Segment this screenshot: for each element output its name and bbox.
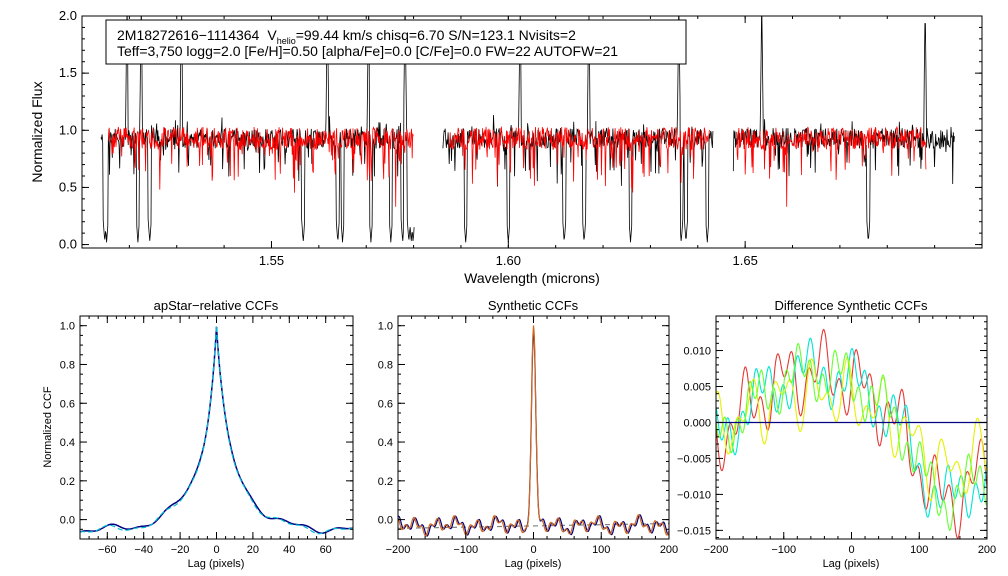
y-tick-label: 0.0 <box>378 515 393 527</box>
x-tick-label: −100 <box>771 544 796 556</box>
synthetic-ccf-line <box>397 325 670 537</box>
y-tick-label: 1.0 <box>378 321 393 333</box>
apstar-ccf-plot-area <box>79 325 354 535</box>
x-tick-label: 1.60 <box>496 253 521 268</box>
x-tick-label: −20 <box>171 544 190 556</box>
spectrum-plot-area <box>100 16 955 243</box>
y-tick-label: 1.0 <box>60 321 75 333</box>
diff-ccf-xlabel: Lag (pixels) <box>823 558 880 570</box>
y-tick-label: 0.005 <box>683 381 711 393</box>
y-tick-label: 0.8 <box>378 359 393 371</box>
diff-ccf-title: Difference Synthetic CCFs <box>775 298 928 313</box>
x-tick-label: 0 <box>213 544 219 556</box>
apstar-ccf-panel: −60 −40 −20 0 20 40 60 0.0 0.2 0.4 0.6 0.8 1.0 apSta… <box>42 298 354 570</box>
y-tick-label: 0.0 <box>59 237 77 252</box>
spectrum-model-line <box>448 125 710 193</box>
y-tick-label: 0.2 <box>60 476 75 488</box>
diff-ccf-panel: −200 −100 0 100 200 −0.015 −0.010 −0.005 0.000 0.… <box>677 298 996 570</box>
synthetic-ccf-axes: −200 −100 0 100 200 0.0 0.2 0.4 0.6 0.8 1.0 <box>378 315 678 556</box>
y-tick-label: 0.6 <box>60 398 75 410</box>
x-tick-label: −200 <box>386 544 411 556</box>
apstar-ccf-title: apStar−relative CCFs <box>154 298 279 313</box>
spectrum-observed-line <box>442 16 714 243</box>
x-tick-label: 0 <box>848 544 854 556</box>
y-tick-label: 0.010 <box>683 346 711 358</box>
apstar-ccf-ylabel: Normalized CCF <box>42 386 54 468</box>
y-tick-label: −0.005 <box>677 453 711 465</box>
x-tick-label: −100 <box>453 544 478 556</box>
x-tick-label: 200 <box>660 544 678 556</box>
y-tick-label: 2.0 <box>59 8 77 23</box>
y-tick-label: 0.5 <box>59 179 77 194</box>
spectrum-panel: 1.55 1.60 1.65 0.0 0.5 1.0 1.5 2.0 Wavelength (… <box>29 8 983 286</box>
spectrum-info-box <box>105 19 687 65</box>
apstar-ccf-line <box>79 325 354 535</box>
y-tick-label: 1.5 <box>59 65 77 80</box>
spectrum-ylabel: Normalized Flux <box>29 81 45 182</box>
vhelio-label: V <box>267 27 277 43</box>
x-tick-label: 40 <box>283 544 295 556</box>
synthetic-ccf-panel: −200 −100 0 100 200 0.0 0.2 0.4 0.6 0.8 1.0 Synthe… <box>378 298 678 570</box>
synthetic-ccf-title: Synthetic CCFs <box>488 298 579 313</box>
star-stats: =99.44 km/s chisq=6.70 S/N=123.1 Nvisits… <box>296 27 576 43</box>
synthetic-ccf-xlabel: Lag (pixels) <box>505 558 562 570</box>
y-tick-label: −0.015 <box>677 525 711 537</box>
spectrum-model-line <box>107 126 414 207</box>
y-tick-label: 1.0 <box>59 122 77 137</box>
spectrum-xlabel: Wavelength (microns) <box>464 270 600 286</box>
y-tick-label: 0.000 <box>683 417 711 429</box>
diff-ccf-line <box>716 356 987 502</box>
x-tick-label: 0 <box>530 544 536 556</box>
x-tick-label: 100 <box>592 544 610 556</box>
y-tick-label: −0.010 <box>677 489 711 501</box>
y-tick-label: 0.0 <box>60 515 75 527</box>
y-tick-label: 0.4 <box>378 437 393 449</box>
x-tick-label: 20 <box>247 544 259 556</box>
y-tick-label: 0.2 <box>378 476 393 488</box>
diff-ccf-line <box>716 342 987 532</box>
x-tick-label: −60 <box>98 544 117 556</box>
spectrum-model-line <box>736 125 927 207</box>
apstar-ccf-xlabel: Lag (pixels) <box>188 558 245 570</box>
diff-ccf-plot-area <box>716 328 987 539</box>
vhelio-subscript: helio <box>277 36 296 46</box>
y-tick-label: 0.8 <box>60 359 75 371</box>
diff-ccf-axes: −200 −100 0 100 200 −0.015 −0.010 −0.005 0.000 0.… <box>677 316 996 556</box>
apstar-ccf-axes: −60 −40 −20 0 20 40 60 0.0 0.2 0.4 0.6 0.8 1.0 <box>60 315 354 556</box>
x-tick-label: −200 <box>704 544 729 556</box>
x-tick-label: 1.55 <box>259 253 284 268</box>
x-tick-label: 1.65 <box>733 253 758 268</box>
x-tick-label: 200 <box>978 544 996 556</box>
x-tick-label: 100 <box>910 544 928 556</box>
spectrum-info-line-1: 2M18272616−1114364 Vhelio=99.44 km/s chis… <box>117 27 576 46</box>
spectrum-frame <box>81 15 983 249</box>
x-tick-label: −40 <box>134 544 153 556</box>
synthetic-ccf-plot-area <box>397 325 670 537</box>
y-tick-label: 0.6 <box>378 398 393 410</box>
spectrum-info-line-2: Teff=3,750 logg=2.0 [Fe/H]=0.50 [alpha/F… <box>117 43 618 59</box>
x-tick-label: 60 <box>320 544 332 556</box>
y-tick-label: 0.4 <box>60 437 75 449</box>
star-id: 2M18272616−1114364 <box>117 27 260 43</box>
